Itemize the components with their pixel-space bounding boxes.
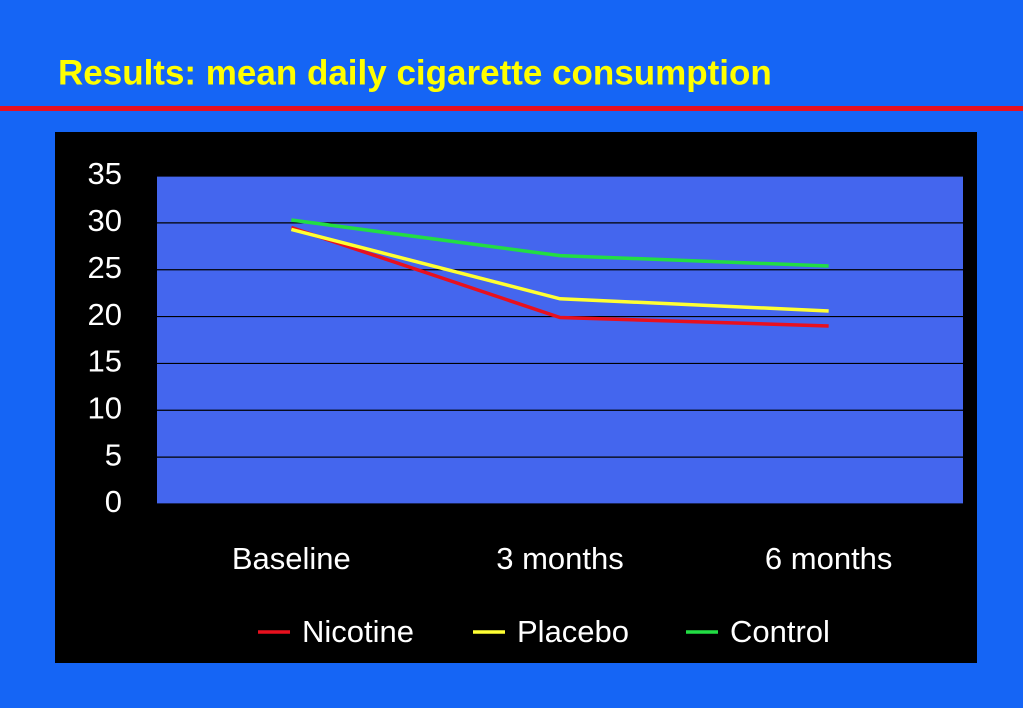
y-tick-label: 20: [88, 297, 122, 332]
y-tick-label: 25: [88, 250, 122, 285]
chart-title: Results: mean daily cigarette consumptio…: [58, 53, 772, 92]
title-rule: [0, 106, 1023, 111]
legend-label: Nicotine: [302, 614, 414, 649]
series-line: [290, 227, 829, 313]
y-tick-label: 35: [88, 156, 122, 191]
y-tick-label: 5: [105, 437, 122, 472]
legend-label: Control: [730, 614, 830, 649]
y-tick-label: 15: [88, 344, 122, 379]
y-tick-label: 0: [105, 484, 122, 519]
x-tick-label: 3 months: [496, 541, 624, 576]
x-tick-label: 6 months: [765, 541, 893, 576]
series-line: [290, 225, 829, 328]
series-line: [291, 218, 829, 268]
legend-label: Placebo: [517, 614, 629, 649]
y-tick-label: 10: [88, 390, 122, 425]
plot-area: [157, 176, 963, 504]
x-tick-label: Baseline: [232, 541, 351, 576]
y-tick-label: 30: [88, 203, 122, 238]
